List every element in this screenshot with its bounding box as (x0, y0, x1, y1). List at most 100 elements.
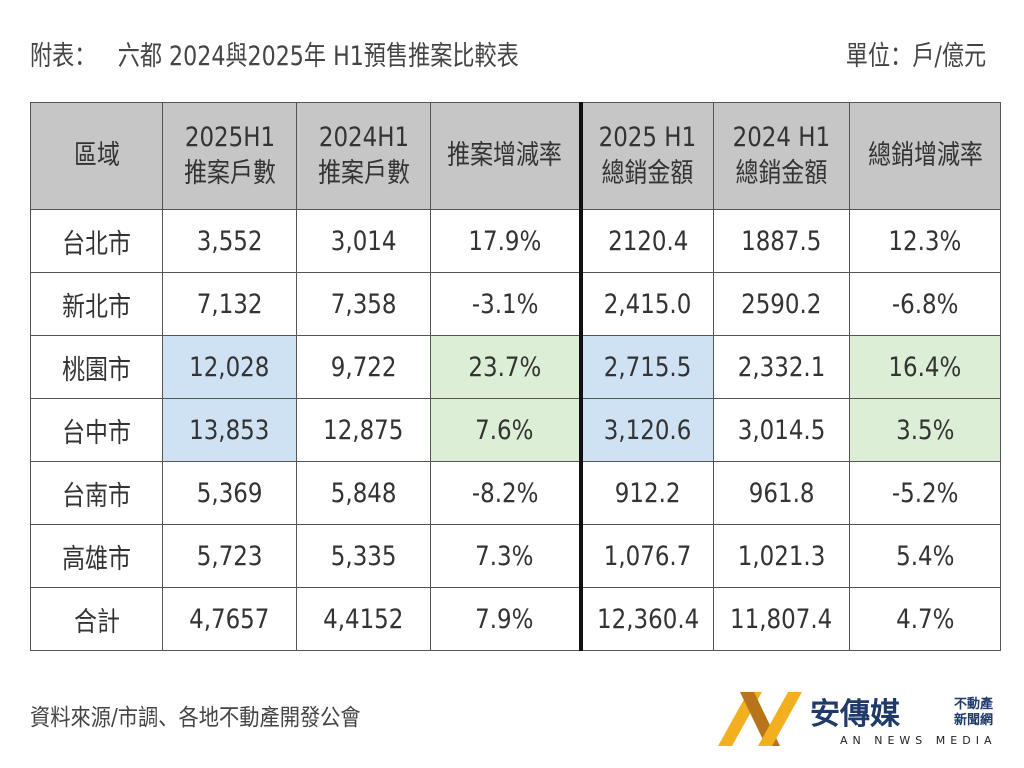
table-title: 附表： 六都 2024與2025年 H1預售推案比較表 (30, 34, 540, 73)
value-cell: -5.2% (849, 461, 1001, 525)
cell-text: 17.9% (468, 225, 542, 257)
value-cell: 9,722 (296, 335, 431, 399)
column-header: 2024 H1 總銷金額 (713, 102, 850, 210)
cell-text: 3,120.6 (603, 414, 692, 446)
value-cell: 2,415.0 (578, 272, 714, 336)
table-row: 台南市 5,369 5,848 -8.2% 912.2 961.8 -5.2% (30, 461, 1001, 525)
value-cell: -3.1% (430, 272, 581, 336)
cell-text: 3,014 (330, 225, 397, 257)
cell-text: 7,358 (330, 288, 397, 320)
title-text: 六都 2024與2025年 H1預售推案比較表 (117, 41, 519, 72)
region-cell: 桃園市 (30, 335, 163, 399)
cell-text: 1,076.7 (603, 540, 692, 572)
value-cell: 23.7% (430, 335, 581, 399)
cell-text: 台北市 (62, 228, 131, 260)
cell-text: 12,028 (189, 351, 270, 383)
value-cell: 16.4% (849, 335, 1001, 399)
value-cell: 1,076.7 (578, 524, 714, 588)
comparison-table: 區域 2025H1 推案戶數 2024H1 推案戶數 推案增減率 2025 H1 總銷金… (30, 102, 1001, 651)
svg-text:新聞網: 新聞網 (954, 712, 993, 728)
cell-text: 7.9% (475, 603, 534, 635)
cell-text: 1,021.3 (737, 540, 826, 572)
value-cell: 7.3% (430, 524, 581, 588)
unit-label: 單位：戶/億元 (845, 41, 986, 72)
value-cell: 13,853 (162, 398, 297, 462)
value-cell: 5,848 (296, 461, 431, 525)
column-header: 2025 H1 總銷金額 (578, 102, 714, 210)
column-header: 推案增減率 (430, 102, 581, 210)
value-cell: 7,132 (162, 272, 297, 336)
cell-text: 961.8 (748, 477, 815, 509)
value-cell: 5.4% (849, 524, 1001, 588)
cell-text: 3,014.5 (737, 414, 826, 446)
value-cell: 3,552 (162, 209, 297, 273)
cell-text: 7.6% (475, 414, 534, 446)
column-header-text: 推案增減率 (447, 140, 563, 171)
cell-text: 桃園市 (62, 354, 131, 386)
column-header: 總銷增減率 (849, 102, 1001, 210)
cell-text: 2,332.1 (737, 351, 826, 383)
column-header-text: 2025 H1 總銷金額 (598, 122, 697, 189)
value-cell: 2,715.5 (578, 335, 714, 399)
cell-text: -6.8% (891, 288, 959, 320)
column-header-text: 區域 (73, 140, 120, 171)
value-cell: 12.3% (849, 209, 1001, 273)
region-cell: 新北市 (30, 272, 163, 336)
svg-text:不動產: 不動產 (954, 696, 993, 712)
value-cell: 11,807.4 (713, 587, 850, 651)
cell-text: 5,723 (196, 540, 263, 572)
svg-text:AN NEWS MEDIA: AN NEWS MEDIA (840, 734, 996, 747)
cell-text: 台中市 (62, 417, 131, 449)
value-cell: -8.2% (430, 461, 581, 525)
cell-text: 1887.5 (741, 225, 822, 257)
header-row: 區域 2025H1 推案戶數 2024H1 推案戶數 推案增減率 2025 H1 總銷金… (30, 102, 1001, 210)
cell-text: 4.7% (895, 603, 955, 635)
cell-text: 11,807.4 (730, 603, 833, 635)
value-cell: 4.7% (849, 587, 1001, 651)
value-cell: 7.6% (430, 398, 581, 462)
cell-text: 2,715.5 (603, 351, 692, 383)
cell-text: 合計 (73, 606, 120, 638)
table-row: 合計 4,7657 4,4152 7.9% 12,360.4 11,807.4 4.7% (30, 587, 1001, 651)
value-cell: 2120.4 (578, 209, 714, 273)
value-cell: -6.8% (849, 272, 1001, 336)
table-row: 台北市 3,552 3,014 17.9% 2120.4 1887.5 12.3% (30, 209, 1001, 273)
region-cell: 台北市 (30, 209, 163, 273)
cell-text: 12.3% (888, 225, 962, 257)
cell-text: 2,415.0 (603, 288, 692, 320)
cell-text: 7,132 (196, 288, 263, 320)
value-cell: 5,335 (296, 524, 431, 588)
column-header-text: 2025H1 推案戶數 (183, 122, 276, 189)
column-header: 2025H1 推案戶數 (162, 102, 297, 210)
cell-text: 23.7% (468, 351, 542, 383)
region-cell: 高雄市 (30, 524, 163, 588)
cell-text: -3.1% (471, 288, 539, 320)
cell-text: 3.5% (895, 414, 955, 446)
cell-text: 16.4% (888, 351, 962, 383)
column-header: 2024H1 推案戶數 (296, 102, 431, 210)
value-cell: 5,723 (162, 524, 297, 588)
cell-text: 4,7657 (189, 603, 270, 635)
table-row: 台中市 13,853 12,875 7.6% 3,120.6 3,014.5 3.5% (30, 398, 1001, 462)
value-cell: 3,120.6 (578, 398, 714, 462)
cell-text: 5,335 (330, 540, 397, 572)
column-header-text: 總銷增減率 (867, 140, 983, 171)
value-cell: 17.9% (430, 209, 581, 273)
cell-text: 高雄市 (62, 543, 131, 575)
cell-text: 12,360.4 (596, 603, 699, 635)
cell-text: 新北市 (62, 291, 131, 323)
cell-text: 2120.4 (607, 225, 688, 257)
cell-text: 912.2 (614, 477, 681, 509)
value-cell: 7,358 (296, 272, 431, 336)
cell-text: 5,848 (330, 477, 397, 509)
cell-text: 7.3% (475, 540, 534, 572)
value-cell: 1,021.3 (713, 524, 850, 588)
value-cell: 912.2 (578, 461, 714, 525)
table-row: 新北市 7,132 7,358 -3.1% 2,415.0 2590.2 -6.8% (30, 272, 1001, 336)
value-cell: 2,332.1 (713, 335, 850, 399)
column-header-text: 2024H1 推案戶數 (317, 122, 410, 189)
table-row: 高雄市 5,723 5,335 7.3% 1,076.7 1,021.3 5.4% (30, 524, 1001, 588)
cell-text: 台南市 (62, 480, 131, 512)
value-cell: 12,875 (296, 398, 431, 462)
table-row: 桃園市 12,028 9,722 23.7% 2,715.5 2,332.1 16.4% (30, 335, 1001, 399)
